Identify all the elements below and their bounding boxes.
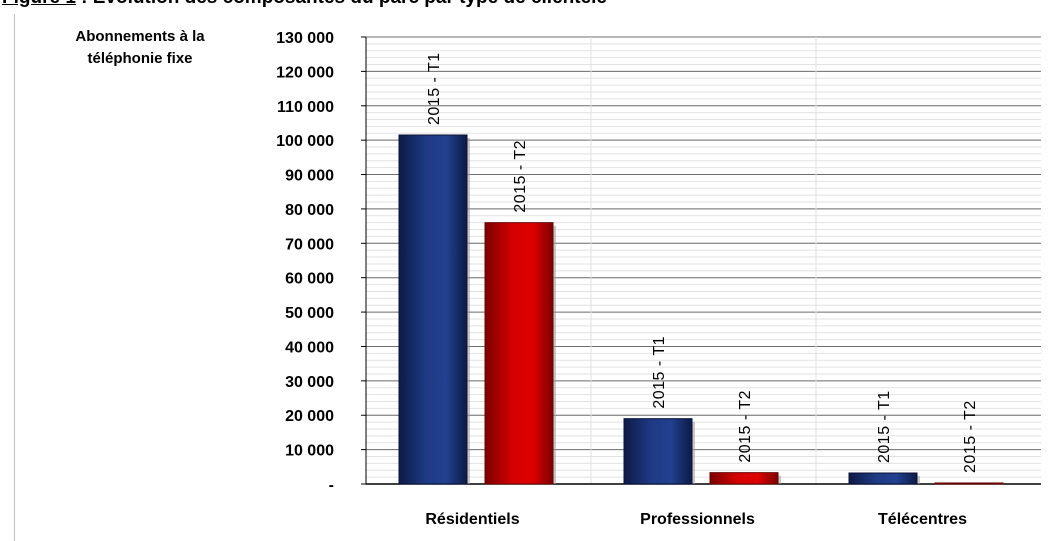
y-tick-label: 70 000 <box>285 236 334 253</box>
y-tick-label: 90 000 <box>285 168 334 185</box>
page-left-rule <box>14 14 15 541</box>
y-tick-label: 60 000 <box>285 271 334 288</box>
y-tick-label: 20 000 <box>285 408 334 425</box>
data-label: 2015 - T1 <box>651 336 668 409</box>
data-label: 2015 - T2 <box>962 400 979 473</box>
bar-2015-t2-0 <box>484 222 554 485</box>
y-tick-label: 40 000 <box>285 339 334 356</box>
y-axis-label: Abonnements à la téléphonie fixe <box>75 28 205 67</box>
figure-number: Figure 1 <box>2 0 76 8</box>
bar-2015-t2-1 <box>709 472 779 485</box>
x-category-label: Professionnels <box>640 511 755 528</box>
bar-2015-t1-2 <box>848 472 918 485</box>
plot-area <box>366 37 1041 484</box>
y-tick-label: 100 000 <box>276 133 334 150</box>
data-label: 2015 - T1 <box>876 390 893 463</box>
y-tick-label: 30 000 <box>285 374 334 391</box>
figure-caption: : Evolution des composantes du parc par … <box>76 0 607 8</box>
y-tick-label: 80 000 <box>285 202 334 219</box>
y-tick-label: 50 000 <box>285 305 334 322</box>
y-tick-label: 110 000 <box>277 99 334 116</box>
bar-2015-t1-0 <box>398 134 468 485</box>
y-tick-label: 120 000 <box>276 64 334 81</box>
bar-2015-t1-1 <box>623 418 693 485</box>
y-tick-label: 10 000 <box>285 443 334 460</box>
y-tick-label: - <box>329 477 334 494</box>
data-label: 2015 - T2 <box>512 140 529 213</box>
bar-2015-t2-2 <box>934 482 1004 485</box>
x-category-label: Télécentres <box>878 511 967 528</box>
x-category-label: Résidentiels <box>425 511 519 528</box>
data-label: 2015 - T2 <box>737 390 754 463</box>
data-label: 2015 - T1 <box>426 52 443 125</box>
y-tick-label: 130 000 <box>276 30 334 47</box>
chart-title: Figure 1 : Evolution des composantes du … <box>2 0 607 9</box>
